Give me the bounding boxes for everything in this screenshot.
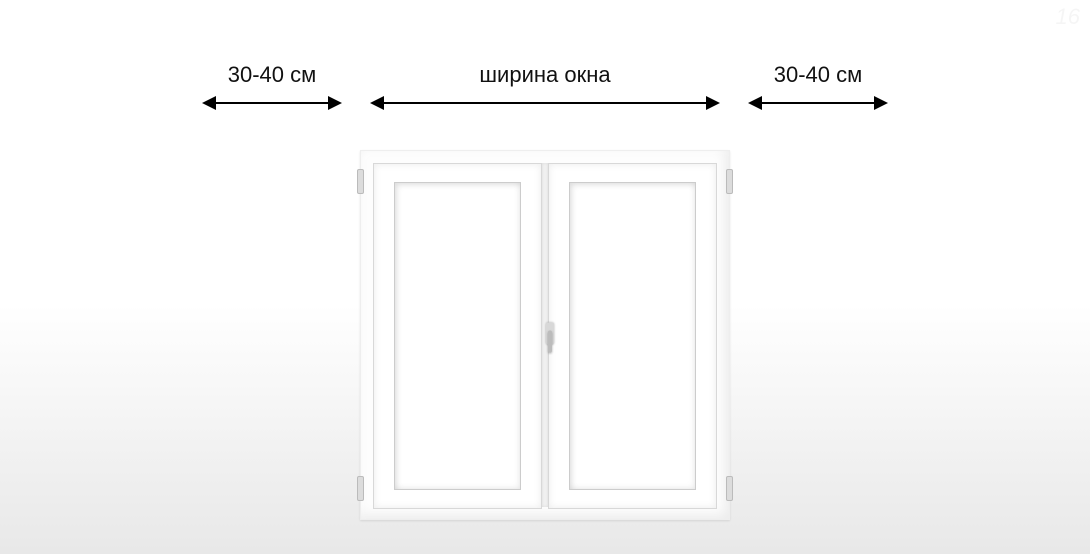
window-handle-icon bbox=[546, 319, 554, 354]
arrow-line bbox=[384, 102, 706, 104]
measure-right-arrow bbox=[748, 96, 888, 110]
measure-left-label: 30-40 см bbox=[228, 62, 317, 88]
arrow-line bbox=[216, 102, 328, 104]
arrowhead-left-icon bbox=[370, 96, 384, 110]
hinge-icon bbox=[726, 476, 733, 501]
measure-left: 30-40 см bbox=[202, 62, 342, 110]
window-glass bbox=[569, 182, 696, 490]
hinge-icon bbox=[357, 476, 364, 501]
hinge-icon bbox=[726, 169, 733, 194]
hinge-icon bbox=[357, 169, 364, 194]
arrow-line bbox=[762, 102, 874, 104]
arrowhead-right-icon bbox=[706, 96, 720, 110]
measure-right-label: 30-40 см bbox=[774, 62, 863, 88]
measure-right: 30-40 см bbox=[748, 62, 888, 110]
window-glass bbox=[394, 182, 521, 490]
diagram-content: 16 30-40 см ширина окна bbox=[0, 0, 1090, 554]
corner-watermark: 16 bbox=[1056, 4, 1080, 30]
window-frame bbox=[360, 150, 730, 520]
measure-center-label: ширина окна bbox=[479, 62, 610, 88]
window-sash-left bbox=[373, 163, 542, 509]
measure-center-arrow bbox=[370, 96, 720, 110]
arrowhead-right-icon bbox=[874, 96, 888, 110]
measurement-row: 30-40 см ширина окна 30-40 bbox=[0, 62, 1090, 110]
arrowhead-left-icon bbox=[748, 96, 762, 110]
measure-left-arrow bbox=[202, 96, 342, 110]
arrowhead-left-icon bbox=[202, 96, 216, 110]
measure-center: ширина окна bbox=[370, 62, 720, 110]
window-sash-right bbox=[548, 163, 717, 509]
arrowhead-right-icon bbox=[328, 96, 342, 110]
